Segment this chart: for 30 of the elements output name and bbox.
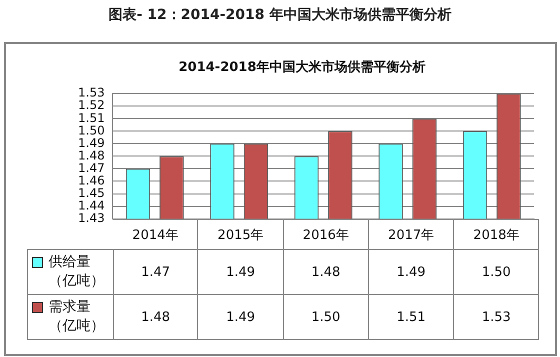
y-tick-label: 1.46 bbox=[78, 173, 105, 188]
data-label: 1.49 bbox=[368, 250, 454, 295]
y-tick-label: 1.53 bbox=[78, 86, 105, 100]
y-tick-label: 1.50 bbox=[78, 123, 105, 138]
x-tick-label: 2016年 bbox=[283, 219, 368, 250]
data-label: 1.53 bbox=[454, 294, 539, 340]
data-label: 1.51 bbox=[368, 294, 454, 340]
x-tick-label: 2017年 bbox=[368, 219, 454, 250]
data-label: 1.49 bbox=[198, 294, 284, 340]
data-label: 1.47 bbox=[113, 250, 198, 295]
data-label: 1.48 bbox=[283, 250, 368, 295]
data-label: 1.50 bbox=[283, 294, 368, 340]
y-tick-label: 1.47 bbox=[78, 160, 105, 175]
data-label: 1.49 bbox=[198, 250, 284, 295]
x-tick-label: 2015年 bbox=[198, 219, 284, 250]
data-label: 1.48 bbox=[113, 294, 198, 340]
x-tick-label: 2018年 bbox=[454, 219, 539, 250]
y-tick-label: 1.43 bbox=[78, 210, 105, 225]
y-tick-label: 1.52 bbox=[78, 98, 105, 112]
chart-title: 图表- 12：2014-2018 年中国大米市场供需平衡分析 bbox=[108, 6, 452, 24]
y-tick-label: 1.45 bbox=[78, 186, 105, 200]
data-label: 1.50 bbox=[454, 250, 539, 295]
x-tick-label: 2014年 bbox=[113, 219, 198, 250]
legend-label: 需求量（亿吨） bbox=[48, 298, 106, 336]
y-tick-label: 1.51 bbox=[78, 110, 105, 125]
chart-subtitle: 2014-2018年中国大米市场供需平衡分析 bbox=[178, 59, 426, 76]
y-tick-label: 1.49 bbox=[78, 136, 105, 150]
legend-label: 供给量（亿吨） bbox=[48, 253, 106, 292]
y-tick-label: 1.48 bbox=[78, 148, 105, 162]
y-tick-label: 1.44 bbox=[78, 198, 105, 212]
